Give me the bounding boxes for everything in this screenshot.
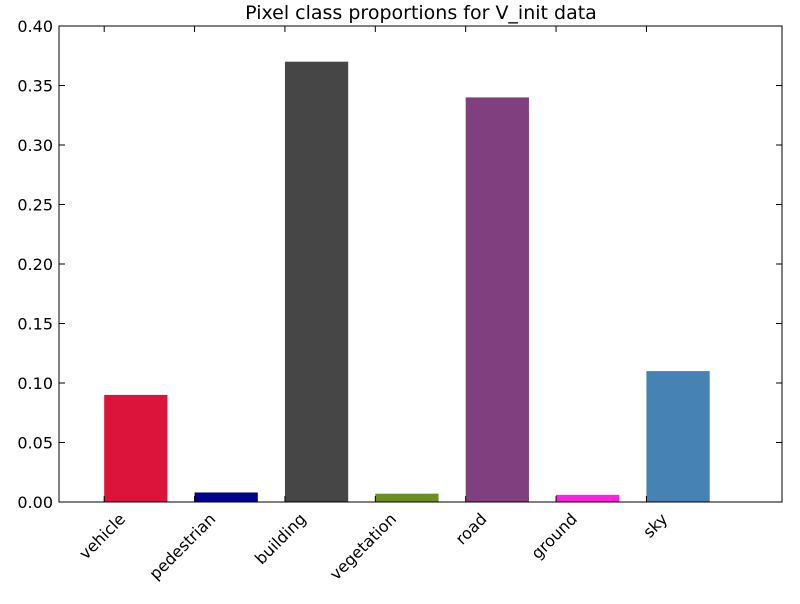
y-tick-label: 0.10 — [17, 374, 53, 393]
x-tick-label-ground: ground — [527, 509, 580, 562]
bar-pedestrian — [194, 492, 258, 502]
y-tick-label: 0.30 — [17, 136, 53, 155]
bar-sky — [646, 371, 710, 502]
y-tick-label: 0.15 — [17, 315, 53, 334]
x-tick-label-road: road — [452, 509, 491, 548]
y-tick-label: 0.25 — [17, 196, 53, 215]
x-tick-label-building: building — [251, 509, 310, 568]
x-tick-label-sky: sky — [639, 509, 671, 541]
x-tick-label-vegetation: vegetation — [326, 509, 400, 583]
bar-building — [284, 61, 349, 502]
bars-layer — [104, 61, 710, 503]
y-tick-label: 0.40 — [17, 17, 53, 36]
y-tick-label: 0.35 — [17, 77, 53, 96]
bar-vehicle — [104, 394, 168, 502]
y-tick-label: 0.20 — [17, 255, 53, 274]
y-tick-label: 0.05 — [17, 434, 53, 453]
x-tick-label-pedestrian: pedestrian — [145, 509, 219, 583]
chart-title: Pixel class proportions for V_init data — [245, 2, 597, 24]
y-tick-label: 0.00 — [17, 493, 53, 512]
bar-vegetation — [375, 493, 439, 502]
bar-ground — [556, 494, 620, 502]
bar-road — [465, 97, 529, 503]
x-tick-label-vehicle: vehicle — [75, 509, 129, 563]
